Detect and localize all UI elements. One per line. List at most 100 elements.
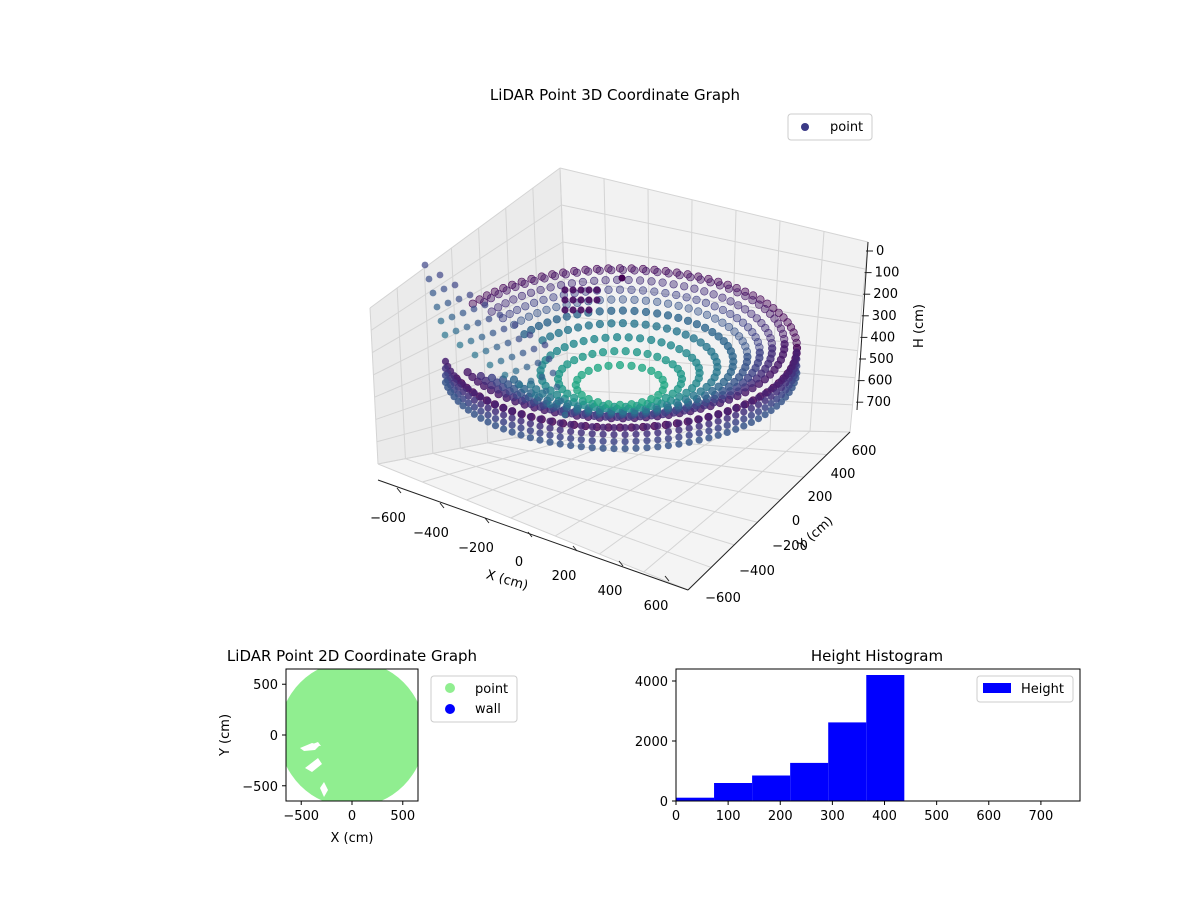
lidar-point (773, 319, 783, 328)
lidar-point (661, 393, 670, 402)
lidar-point (593, 286, 601, 294)
grid-line (369, 307, 379, 465)
lidar-point (664, 269, 673, 278)
lidar-point (474, 319, 482, 327)
lidar-point (734, 301, 743, 310)
lidar-point (696, 275, 705, 284)
z-tick-label-3d: 700 (866, 395, 891, 410)
lidar-point (421, 261, 429, 269)
lidar-point (556, 433, 564, 441)
lidar-point (593, 363, 603, 372)
x-tick-label-2d: 500 (390, 809, 415, 824)
lidar-point (486, 361, 494, 369)
lidar-point (761, 397, 769, 405)
lidar-point (695, 429, 703, 437)
lidar-point (481, 301, 489, 309)
lidar-point (732, 314, 742, 323)
lidar-point (702, 382, 711, 392)
lidar-point (786, 323, 796, 332)
lidar-point (561, 286, 569, 294)
hist-x-tick-label: 700 (1028, 809, 1053, 824)
grid-line (567, 352, 856, 379)
grid-line (450, 247, 461, 449)
lidar-point (546, 283, 555, 292)
lidar-point (478, 333, 486, 341)
x-axis-label-3d: X (cm) (484, 567, 529, 593)
hist-x-tick-label: 0 (672, 809, 680, 824)
histogram-title: Height Histogram (811, 647, 943, 665)
lidar-point (710, 314, 720, 323)
y-axis-label-3d: Y (cm) (794, 514, 836, 554)
lidar-point (630, 266, 639, 275)
lidar-point (542, 305, 551, 315)
hist-x-tick-label: 200 (768, 809, 793, 824)
lidar-point (577, 370, 586, 380)
lidar-point (491, 422, 500, 430)
lidar-point (599, 437, 607, 445)
lidar-point (726, 309, 735, 319)
lidar-point (470, 396, 478, 404)
gap-region (310, 742, 321, 746)
lidar-point (618, 266, 628, 275)
lidar-point (675, 426, 683, 434)
legend-2d-wall-label: wall (475, 702, 501, 717)
lidar-point (732, 425, 740, 433)
lidar-point (773, 402, 781, 410)
lidar-point (654, 390, 663, 400)
lidar-point (484, 418, 492, 426)
lidar-point (540, 274, 549, 283)
lidar-point (588, 437, 596, 445)
lidar-point (764, 328, 773, 338)
lidar-point (433, 303, 441, 311)
lidar-point (604, 400, 613, 409)
lidar-point (765, 370, 775, 379)
z-tick-label-3d: 600 (868, 374, 893, 389)
lidar-point (610, 445, 618, 453)
lidar-point (733, 288, 742, 297)
lidar-point (724, 382, 734, 391)
lidar-point (754, 415, 763, 423)
lidar-point (714, 332, 723, 341)
lidar-point (599, 423, 607, 431)
lidar-point (638, 264, 648, 274)
lidar-point (593, 398, 603, 407)
lidar-point (666, 341, 676, 350)
lidar-point (724, 322, 734, 332)
lidar-point (755, 343, 764, 352)
lidar-point (517, 424, 525, 432)
lidar-point (647, 366, 656, 376)
lidar-point (515, 335, 523, 343)
histogram-bars (676, 675, 905, 801)
lidar-point (632, 430, 640, 438)
lidar-point (730, 377, 739, 387)
x-axis-label-2d: X (cm) (331, 831, 374, 846)
lidar-point (470, 305, 478, 313)
lidar-point (578, 277, 588, 287)
x-tick-mark-3d (396, 487, 402, 494)
histogram-frame (675, 668, 1081, 802)
lidar-point (604, 361, 613, 370)
lidar-point (530, 276, 539, 286)
lidar-point (705, 420, 713, 428)
histogram-bar (828, 722, 867, 801)
y-tick-label-3d: 600 (852, 444, 877, 459)
lidar-point (664, 442, 673, 450)
lidar-point (550, 272, 560, 281)
lidar-point (595, 307, 604, 316)
legend-2d: point wall (430, 675, 518, 723)
lidar-point (723, 414, 731, 422)
lidar-point (732, 404, 740, 412)
lidar-point (684, 304, 693, 313)
lidar-point (682, 388, 691, 397)
lidar-point (584, 366, 593, 376)
lidar-point (484, 411, 492, 419)
legend-3d: point (787, 113, 873, 141)
lidar-point (538, 373, 546, 381)
lidar-point (741, 342, 750, 351)
lidar-point (618, 274, 626, 282)
lidar-point (780, 334, 789, 344)
lidar-point (630, 306, 639, 316)
lidar-point (511, 321, 519, 329)
lidar-point (718, 305, 728, 315)
lidar-point (577, 429, 585, 437)
